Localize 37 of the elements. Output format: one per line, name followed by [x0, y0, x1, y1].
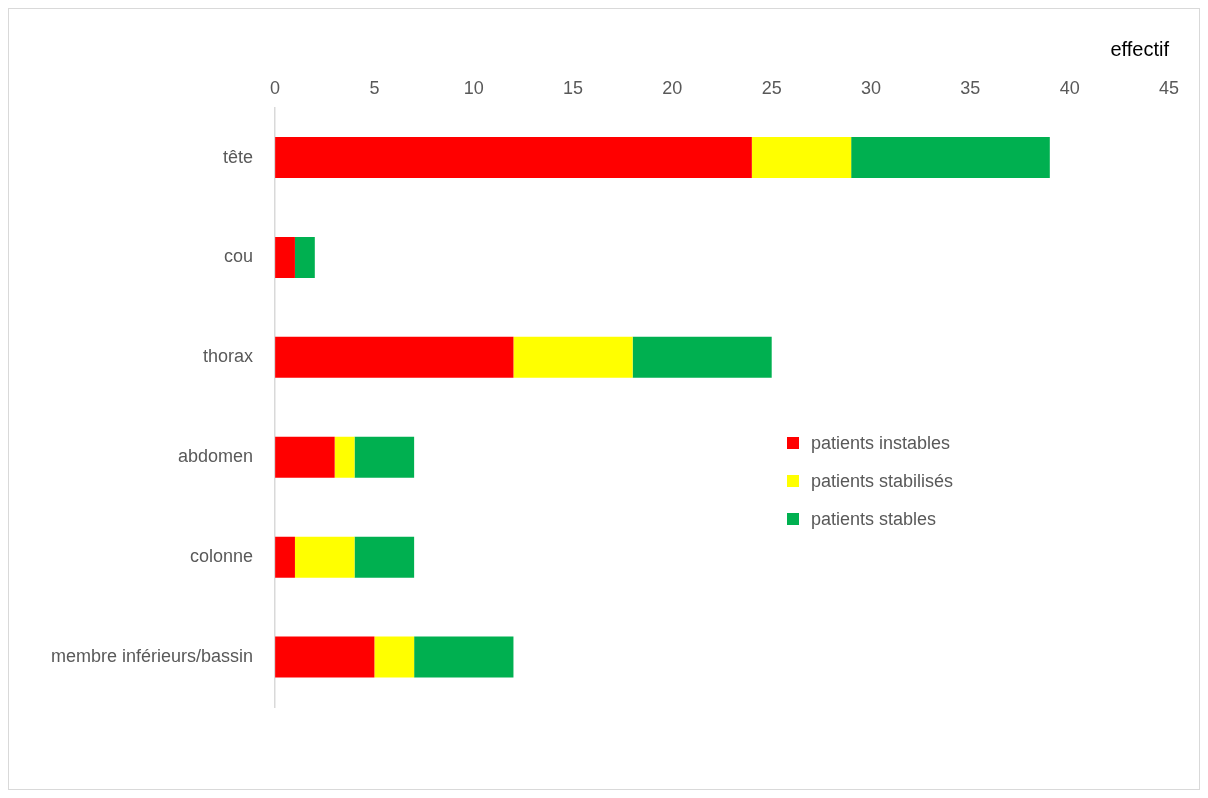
legend-label: patients stables — [811, 508, 937, 530]
x-tick-label: 35 — [960, 77, 981, 98]
x-tick-label: 5 — [369, 77, 380, 98]
bar — [374, 636, 415, 678]
x-tick-label: 40 — [1059, 77, 1080, 98]
bar — [275, 436, 335, 478]
x-tick-label: 25 — [761, 77, 782, 98]
bar — [414, 636, 514, 678]
x-axis-title: effectif — [1110, 37, 1170, 60]
bar — [275, 236, 295, 278]
bar — [751, 137, 852, 179]
bar — [354, 436, 415, 478]
bar — [275, 636, 375, 678]
bar — [275, 137, 752, 179]
bar — [354, 536, 415, 578]
y-tick-label: abdomen — [178, 446, 254, 467]
x-tick-label: 20 — [662, 77, 683, 98]
y-tick-label: tête — [223, 146, 254, 167]
bar — [334, 436, 355, 478]
legend-label: patients stabilisés — [811, 470, 954, 492]
bar — [513, 336, 633, 378]
bar — [294, 536, 355, 578]
x-tick-label: 15 — [563, 77, 584, 98]
y-tick-label: membre inférieurs/bassin — [51, 646, 254, 667]
x-tick-label: 30 — [861, 77, 882, 98]
bar — [851, 137, 1050, 179]
bar — [632, 336, 772, 378]
y-tick-label: cou — [224, 246, 254, 267]
bar — [294, 236, 315, 278]
legend-label: patients instables — [811, 432, 951, 454]
x-tick-label: 0 — [270, 77, 281, 98]
x-tick-label: 10 — [463, 77, 484, 98]
x-tick-label: 45 — [1158, 77, 1180, 98]
bar — [275, 336, 514, 378]
bar — [275, 536, 295, 578]
y-tick-label: colonne — [190, 546, 254, 567]
y-tick-label: thorax — [203, 346, 254, 367]
